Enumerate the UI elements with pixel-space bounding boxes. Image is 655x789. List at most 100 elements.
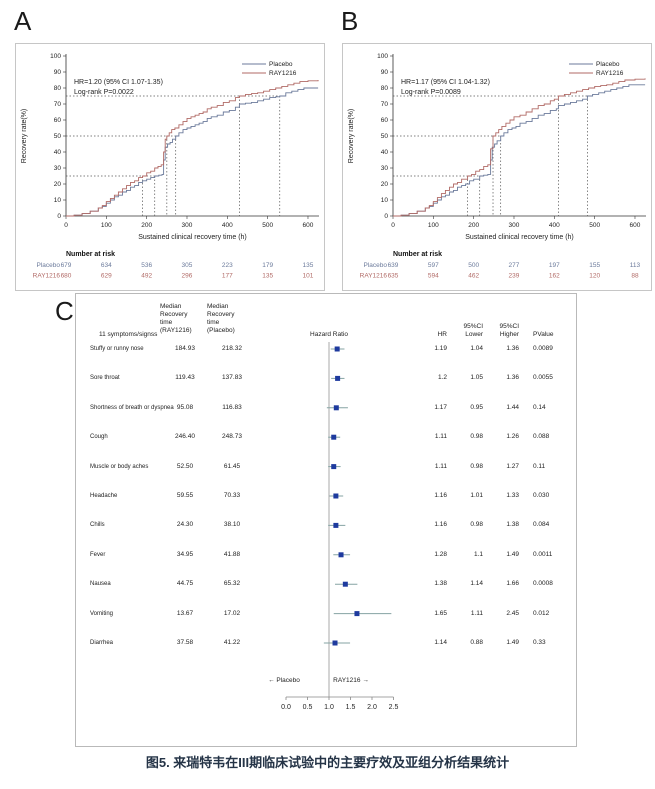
forest-tick-label: 0.5 [303,704,313,711]
panel-a-plot: 0 10 20 30 40 50 60 70 80 90 100 0 100 200 300 400 500 60… [15,43,325,291]
pvalue: 0.11 [533,462,546,470]
ci-higher-value: 1.49 [506,639,519,646]
header-line: Higher [499,331,519,338]
ci-lower-value: 0.95 [470,403,483,411]
x-tick-label: 600 [303,222,314,229]
symptom-label: Chills [90,522,105,529]
legend-label: RAY1216 [596,70,624,77]
forest-row: Chills 24.30 38.10 1.16 0.98 1.38 0.084 [76,520,576,530]
panel-c-label: C [55,296,74,326]
median-recovery-ray1216: 184.93 [175,345,195,352]
risk-count: 135 [303,262,314,269]
ray1216-direction-label: RAY1216 → [333,677,369,684]
x-tick-label: 300 [509,222,520,229]
x-tick-label: 400 [549,222,560,229]
median-recovery-placebo: 137.83 [222,374,242,382]
risk-count: 120 [589,273,600,280]
risk-count: 635 [388,273,399,280]
hr-marker [335,375,341,381]
stats-annotation: HR=1.20 (95% CI 1.07-1.35) [74,79,163,86]
km-curve-placebo [393,84,646,217]
pvalue: 0.088 [533,433,550,441]
y-axis-label: Recovery rate(%) [348,109,355,163]
forest-row: Nausea 44.75 65.32 1.38 1.14 1.66 0.0008 [76,579,576,589]
forest-row: Shortness of breath or dyspnea 95.08 116.8… [76,403,576,413]
column-header-ci-lower: 95%CI Lower [433,323,483,339]
ci-higher-value: 1.33 [506,492,519,499]
risk-count: 162 [549,273,560,280]
y-tick-label: 50 [54,133,62,140]
stats-annotation: Log-rank P=0.0089 [401,89,461,96]
hr-marker [333,493,339,499]
forest-row: Muscle or body aches 52.50 61.45 1.11 0.98 1.… [76,462,576,472]
y-tick-label: 0 [384,213,388,220]
forest-row: Fever 34.95 41.88 1.28 1.1 1.49 0.0011 [76,550,576,560]
legend-label: RAY1216 [269,70,297,77]
median-recovery-placebo: 65.32 [223,580,241,588]
column-header-median-placebo: Median Recovery time (Placebo) [207,303,257,335]
pvalue: 0.0055 [533,374,553,382]
x-tick-label: 0 [391,222,395,229]
ci-lower-value: 1.05 [470,374,483,382]
risk-row-name: RAY1216 [360,273,388,280]
forest-row: Diarrhea 37.58 41.22 1.14 0.88 1.49 0.33 [76,638,576,648]
ci-higher-value: 1.27 [506,462,519,470]
y-tick-label: 50 [381,133,389,140]
panel-c-forest: 0.0 0.5 1.0 1.5 2.0 2.5 ← Placebo RAY1216 → Med… [75,293,577,747]
panel-b-label: B [341,6,359,36]
column-header-ci-higher: 95%CI Higher [469,323,519,339]
y-tick-label: 100 [377,53,388,60]
ci-higher-value: 2.45 [506,609,519,617]
median-recovery-placebo: 61.45 [223,462,241,470]
x-tick-label: 600 [630,222,641,229]
risk-count: 536 [141,262,152,269]
median-recovery-placebo: 70.33 [223,492,241,499]
hr-value: 1.11 [434,433,447,441]
hr-marker [354,611,360,617]
pvalue: 0.0011 [533,550,553,558]
hr-marker [331,464,337,470]
ci-lower-value: 0.98 [470,521,483,529]
y-tick-label: 40 [381,149,389,156]
legend-label: Placebo [269,61,293,68]
risk-count: 239 [509,273,520,280]
header-line: Median [160,303,182,310]
ci-lower-value: 1.01 [470,492,483,499]
y-tick-label: 100 [50,53,61,60]
y-tick-label: 20 [381,181,389,188]
pvalue: 0.012 [533,609,550,617]
risk-count: 639 [388,262,399,269]
x-tick-label: 200 [468,222,479,229]
x-tick-label: 200 [141,222,152,229]
symptom-label: Muscle or body aches [90,463,149,470]
km-curve-ray1216 [66,80,319,217]
symptom-label: Shortness of breath or dyspnea [90,404,174,411]
risk-row-name: RAY1216 [33,273,61,280]
y-tick-label: 10 [54,197,62,204]
ci-higher-value: 1.44 [506,403,519,411]
median-recovery-ray1216: 52.50 [176,462,194,470]
y-tick-label: 30 [54,165,62,172]
x-tick-label: 0 [64,222,68,229]
symptom-label: Diarrhea [90,640,114,646]
ci-lower-value: 0.98 [470,462,483,470]
forest-tick-label: 1.0 [324,704,334,711]
x-tick-label: 100 [428,222,439,229]
symptom-label: Nausea [90,581,111,588]
ci-higher-value: 1.26 [506,433,519,441]
median-recovery-placebo: 41.22 [223,639,241,646]
median-recovery-placebo: 41.88 [223,550,241,558]
column-header-hr: HR [437,331,447,338]
hr-marker [342,581,348,587]
risk-count: 500 [468,262,479,269]
median-recovery-ray1216: 95.08 [176,403,194,411]
risk-count: 277 [509,262,520,269]
ci-higher-value: 1.49 [506,550,519,558]
km-curve-ray1216 [393,78,646,217]
header-line: Lower [465,331,483,338]
ci-higher-value: 1.66 [506,580,519,588]
hr-value: 1.38 [434,580,447,588]
header-line: 95%CI [463,323,483,330]
figure-caption: 图5. 来瑞特韦在III期临床试验中的主要疗效及亚组分析结果统计 [145,755,510,770]
pvalue: 0.030 [533,492,550,499]
